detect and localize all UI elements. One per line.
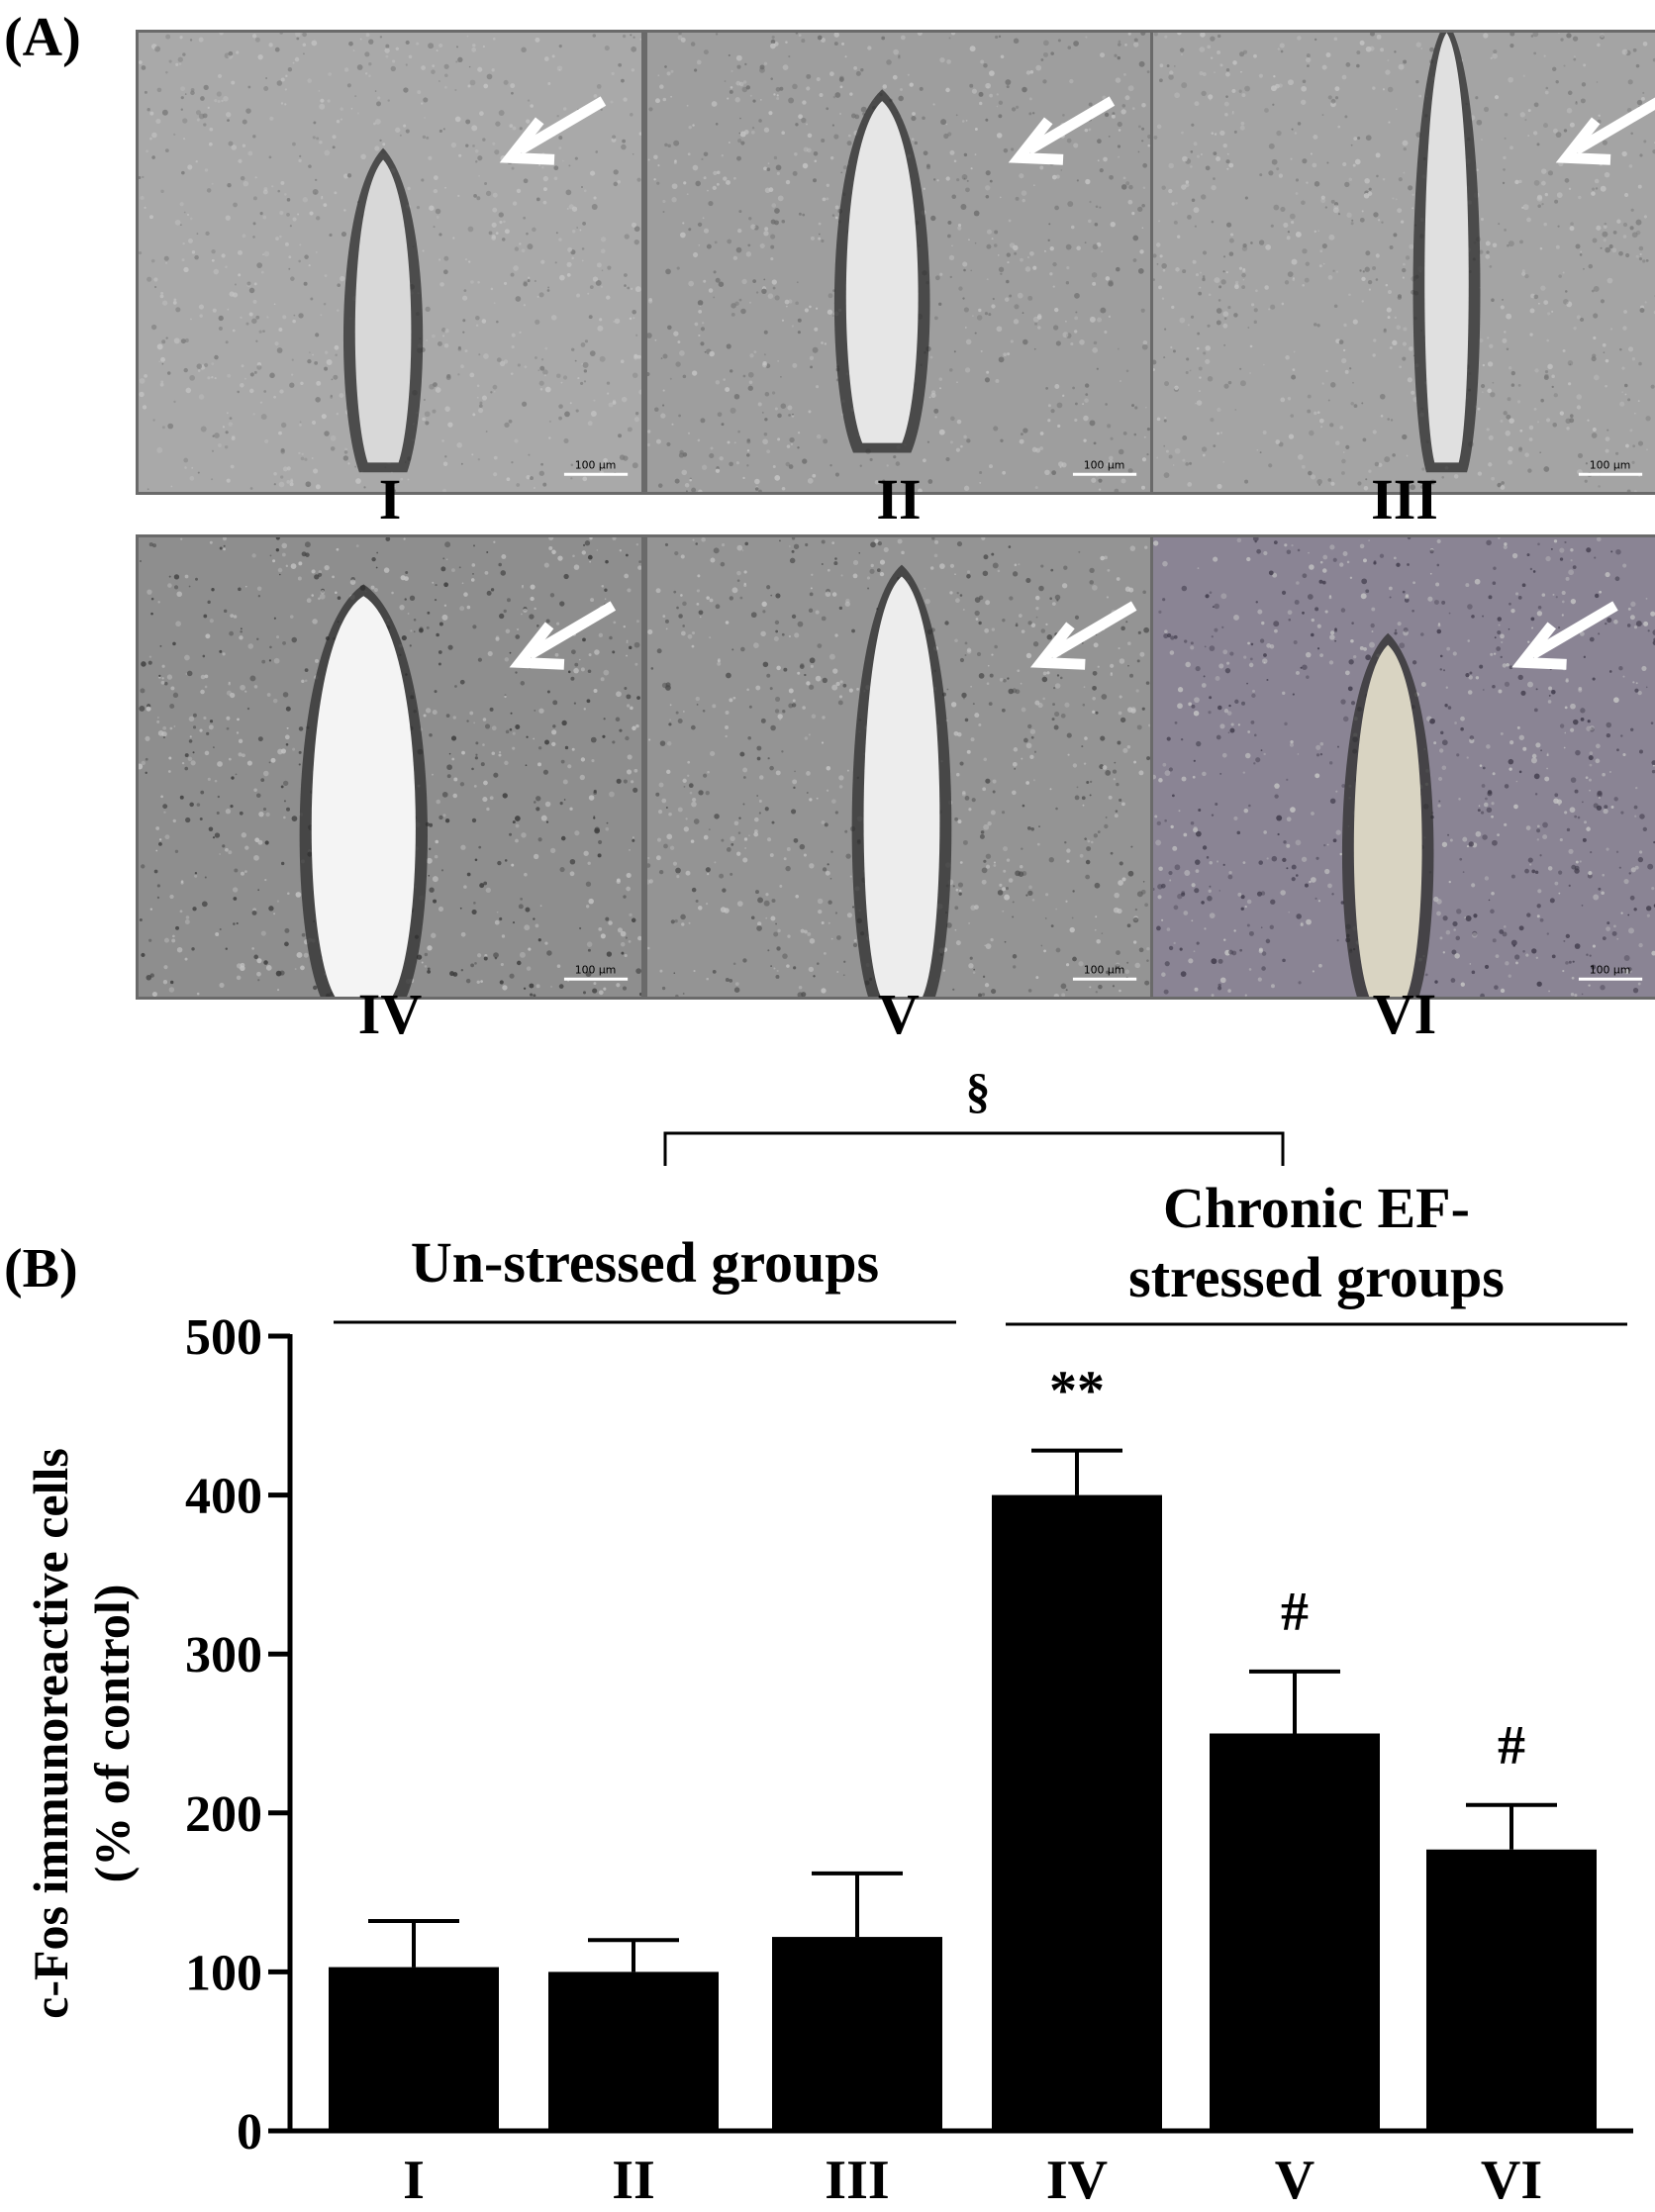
x-tick-label: IV: [1046, 2150, 1108, 2211]
bar-i: [329, 1967, 499, 2131]
arrow-icon: [499, 96, 607, 165]
significance-marker: **: [1049, 1361, 1105, 1422]
group-label: Un-stressed groups: [411, 1230, 879, 1295]
svg-text:100 μm: 100 μm: [575, 963, 617, 976]
y-tick-label: 0: [237, 2104, 262, 2161]
scale-bar: 100 μm: [1578, 963, 1643, 981]
panel-b-label: (B): [4, 1238, 78, 1299]
bracket-symbol: §: [966, 1069, 991, 1118]
bar-iv: [992, 1494, 1162, 2131]
micrograph-v: 100 μm: [644, 534, 1153, 1000]
y-axis-label-unit: (% of control): [84, 1585, 140, 1883]
bar-ii: [548, 1972, 719, 2131]
svg-text:100 μm: 100 μm: [1084, 963, 1125, 976]
micrograph-label-ii: II: [876, 467, 922, 531]
scale-bar: 100 μm: [1578, 458, 1643, 476]
arrow-icon: [509, 601, 617, 670]
y-tick-label: 500: [185, 1309, 262, 1366]
micrograph-label-i: I: [378, 467, 402, 531]
arrow-icon: [1008, 96, 1116, 165]
svg-text:100 μm: 100 μm: [575, 458, 617, 471]
significance-marker: #: [1281, 1582, 1309, 1643]
x-tick-label: I: [403, 2150, 425, 2211]
arrow-icon: [1029, 601, 1137, 670]
group-label: stressed groups: [1128, 1245, 1505, 1309]
c-fos-bar-chart: (B) 0 100 200 300 400 500 c-Fos immunoreactive…: [4, 1069, 1633, 2211]
micrograph-ii: 100 μm: [644, 30, 1153, 495]
significance-marker: #: [1498, 1715, 1525, 1777]
panel-a-label: (A): [4, 7, 81, 68]
micrograph-label-iii: III: [1371, 467, 1438, 531]
bar-vi: [1426, 1849, 1597, 2131]
micrograph-iv: 100 μm: [136, 534, 644, 1000]
comparison-bracket: [663, 1131, 1285, 1166]
arrow-icon: [1555, 97, 1655, 165]
arrow-icon: [1511, 601, 1618, 670]
y-tick-label: 300: [185, 1627, 262, 1683]
svg-text:100 μm: 100 μm: [1590, 458, 1631, 471]
y-axis-label: c-Fos immunoreactive cells: [23, 1448, 78, 2019]
scale-bar: 100 μm: [563, 963, 629, 981]
bar-iii: [772, 1937, 942, 2131]
svg-text:100 μm: 100 μm: [1084, 458, 1125, 471]
x-tick-label: VI: [1481, 2150, 1542, 2211]
micrograph-label-iv: IV: [357, 982, 423, 1046]
x-tick-label: V: [1275, 2150, 1314, 2211]
scale-bar: 100 μm: [563, 458, 629, 476]
micrograph-label-vi: VI: [1372, 982, 1437, 1046]
scale-bar: 100 μm: [1072, 458, 1137, 476]
x-tick-label: II: [612, 2150, 655, 2211]
y-tick-label: 100: [185, 1945, 262, 2001]
y-tick-label: 200: [185, 1786, 262, 1843]
micrograph-iii: 100 μm: [1150, 30, 1655, 495]
micrograph-i: 100 μm: [136, 30, 644, 495]
x-tick-label: III: [825, 2150, 889, 2211]
micrograph-vi: 100 μm: [1150, 534, 1655, 1000]
scale-bar: 100 μm: [1072, 963, 1137, 981]
y-tick-label: 400: [185, 1469, 262, 1525]
micrograph-label-v: V: [878, 982, 920, 1046]
bar-v: [1210, 1733, 1380, 2131]
group-label: Chronic EF-: [1163, 1176, 1470, 1240]
